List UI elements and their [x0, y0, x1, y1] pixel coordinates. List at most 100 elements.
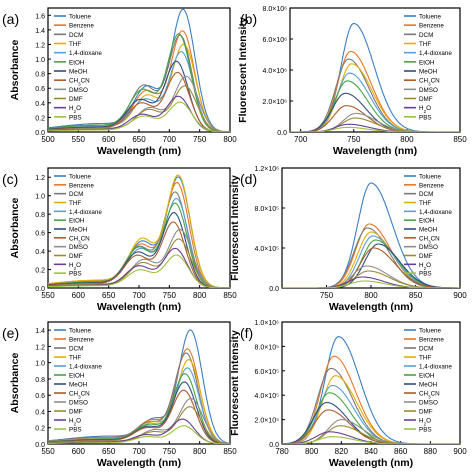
x-tick-label: 500 — [41, 135, 55, 144]
y-axis-label: Absorbance — [9, 40, 21, 101]
y-tick-label: 0.4 — [35, 249, 45, 256]
panel-label: (e) — [2, 325, 19, 341]
series-line-1,4-dioxane — [290, 72, 460, 132]
x-tick-label: 850 — [223, 291, 237, 300]
legend-entry: 1,4-dioxane — [419, 209, 452, 216]
legend-entry: THF — [419, 41, 431, 48]
series-line-THF — [282, 375, 460, 444]
legend-entry: PBS — [419, 427, 432, 434]
x-tick-label: 750 — [163, 447, 177, 456]
y-tick-label: 1.2 — [35, 42, 45, 49]
series-line-MeOH — [290, 92, 460, 132]
series-line-EtOH — [282, 392, 460, 444]
legend-entry: Benzene — [419, 182, 444, 189]
legend-entry: DMF — [419, 409, 433, 416]
x-tick-label: 820 — [335, 447, 349, 456]
legend-entry: PBS — [69, 271, 82, 278]
x-tick-label: 800 — [364, 291, 378, 300]
legend-entry: DCM — [419, 346, 433, 353]
x-tick-label: 780 — [275, 447, 289, 456]
legend-entry: EtOH — [419, 373, 435, 380]
legend-entry: H2O — [69, 105, 81, 114]
legend-entry: EtOH — [69, 59, 85, 66]
legend-entry: H2O — [419, 262, 431, 271]
y-tick-label: 0.2 — [35, 426, 45, 433]
x-tick-label: 550 — [41, 291, 55, 300]
legend-entry: MeOH — [419, 382, 438, 389]
x-tick-label: 900 — [453, 447, 467, 456]
legend-entry: CH3CN — [69, 78, 90, 87]
x-tick-label: 700 — [294, 135, 308, 144]
series-line-CH3CN — [282, 247, 460, 288]
legend-entry: DMF — [69, 253, 83, 260]
legend-entry: 1,4-dioxane — [419, 50, 452, 57]
series-line-PBS — [48, 425, 230, 444]
x-tick-label: 800 — [193, 447, 207, 456]
x-tick-label: 700 — [163, 135, 177, 144]
x-tick-label: 700 — [132, 291, 146, 300]
legend-entry: DMSO — [69, 87, 88, 94]
legend-entry: CH3CN — [419, 78, 440, 87]
y-axis-label: Fluorescent Intensity — [237, 17, 249, 123]
y-tick-label: 1.4 — [35, 28, 45, 35]
legend-entry: DCM — [419, 32, 433, 39]
legend-entry: H2O — [419, 105, 431, 114]
legend-entry: DMSO — [419, 244, 438, 251]
legend-entry: DMSO — [69, 244, 88, 251]
series-line-MeOH — [48, 212, 230, 288]
y-tick-label: 0.6 — [35, 393, 45, 400]
legend-entry: 1,4-dioxane — [69, 364, 102, 371]
x-tick-label: 550 — [41, 447, 55, 456]
panel-label: (d) — [240, 171, 257, 187]
y-tick-label: 2.0×10⁵ — [254, 418, 279, 425]
y-axis-label: Absorbance — [9, 198, 21, 259]
legend-entry: 1,4-dioxane — [69, 209, 102, 216]
legend-entry: Benzene — [419, 23, 444, 30]
y-tick-label: 0.0 — [35, 286, 45, 293]
legend-entry: PBS — [419, 271, 432, 278]
y-tick-label: 0.2 — [35, 115, 45, 122]
y-tick-label: 1.0 — [35, 57, 45, 64]
series-line-DMF — [48, 406, 230, 444]
chart-panel-a: 500 550 600 650 700 750 800 0.0 0.2 0.4 0.6 0.8 1.0 1… — [2, 7, 237, 157]
legend-entry: Benzene — [419, 337, 444, 344]
y-tick-label: 0.8 — [35, 72, 45, 79]
y-tick-label: 0.0 — [269, 442, 279, 449]
legend-entry: Toluene — [69, 328, 92, 335]
legend-entry: H2O — [69, 262, 81, 271]
series-line-Toluene — [48, 8, 230, 132]
legend-entry: Toluene — [419, 328, 442, 335]
x-tick-label: 880 — [424, 447, 438, 456]
series-line-1,4-dioxane — [282, 384, 460, 444]
series-line-DCM — [282, 367, 460, 444]
legend-entry: MeOH — [69, 227, 88, 234]
y-tick-label: 0.8 — [35, 212, 45, 219]
chart-panel-e: 550 600 650 700 750 800 850 0.0 0.2 0.4 0.6 0.8 1.0 1… — [2, 321, 237, 469]
legend-entry: DCM — [69, 346, 83, 353]
legend-entry: DMSO — [419, 400, 438, 407]
x-tick-label: 860 — [394, 447, 408, 456]
x-tick-label: 750 — [347, 135, 361, 144]
series-line-PBS — [48, 101, 230, 132]
x-tick-label: 600 — [72, 447, 86, 456]
y-tick-label: 0.0 — [35, 130, 45, 137]
series-line-DMSO — [282, 265, 460, 288]
legend-entry: MeOH — [69, 382, 88, 389]
legend-entry: MeOH — [69, 69, 88, 76]
series-line-THF — [48, 174, 230, 288]
y-tick-label: 0.4 — [35, 409, 45, 416]
legend-entry: CH3CN — [419, 391, 440, 400]
legend-entry: THF — [419, 355, 431, 362]
legend-entry: DCM — [69, 191, 83, 198]
panel-label: (f) — [240, 325, 253, 341]
y-tick-label: 1.0×10⁶ — [255, 320, 280, 327]
panel-label: (b) — [240, 11, 257, 27]
y-tick-label: 8.0×10⁶ — [263, 6, 288, 13]
x-tick-label: 750 — [193, 135, 207, 144]
x-tick-label: 800 — [400, 135, 414, 144]
y-tick-label: 0.0 — [269, 286, 279, 293]
y-tick-label: 0.8 — [35, 377, 45, 384]
x-tick-label: 900 — [453, 291, 467, 300]
x-tick-label: 650 — [102, 291, 116, 300]
x-tick-label: 800 — [305, 447, 319, 456]
